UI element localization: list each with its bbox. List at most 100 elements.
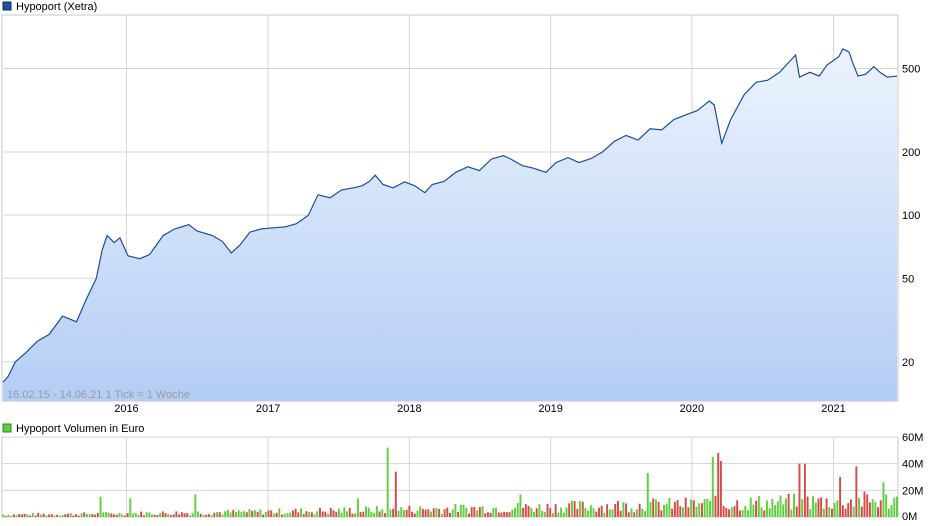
volume-bar [803, 463, 806, 517]
volume-bar [782, 504, 785, 517]
volume-bar [191, 512, 194, 517]
volume-bar [413, 513, 416, 517]
volume-bar [849, 499, 852, 517]
volume-bar [56, 514, 59, 517]
volume-bar [440, 513, 443, 517]
volume-bar [522, 507, 525, 517]
volume-bar [137, 515, 140, 517]
volume-bar [839, 477, 842, 517]
volume-bar [405, 510, 408, 517]
volume-bar [728, 509, 730, 517]
volume-bar [530, 507, 533, 517]
volume-bar [50, 514, 53, 517]
volume-bar [10, 515, 13, 517]
volume-bar [104, 512, 107, 517]
volume-bar [75, 514, 78, 517]
volume-bar [717, 453, 720, 517]
volume-bar [470, 507, 473, 517]
volume-bar [180, 512, 183, 517]
volume-bar [186, 512, 189, 517]
volume-bar [251, 510, 254, 517]
volume-bar [774, 505, 777, 517]
volume-bar [243, 511, 246, 517]
volume-bar [129, 498, 132, 517]
volume-bar [614, 503, 617, 517]
volume-bar [172, 514, 175, 517]
volume-bar [164, 513, 167, 517]
volume-bar [362, 511, 365, 517]
volume-bar [784, 498, 787, 517]
volume-bar [687, 507, 690, 517]
volume-bar [709, 501, 712, 517]
volume-bar [15, 515, 18, 517]
volume-bar [411, 511, 414, 517]
volume-bar [451, 509, 454, 517]
volume-bar [94, 514, 97, 517]
volume-bar [514, 508, 516, 517]
volume-bar [148, 512, 151, 517]
volume-bar [503, 511, 506, 517]
volume-bar [427, 509, 430, 517]
volume-bar [481, 506, 484, 517]
volume-bar [286, 513, 289, 517]
volume-bar [42, 513, 45, 517]
volume-bar [159, 512, 162, 517]
volume-bar [763, 510, 766, 517]
volume-bar [665, 503, 668, 517]
volume-bar [457, 512, 460, 517]
volume-bar [64, 514, 67, 517]
volume-bar [58, 515, 61, 517]
volume-bar [394, 471, 397, 517]
volume-bar [863, 491, 866, 517]
volume-bar [367, 507, 370, 517]
volume-bar [476, 510, 479, 517]
volume-bar [256, 511, 259, 517]
volume-bar [790, 509, 793, 517]
volume-legend-label: Hypoport Volumen in Euro [16, 423, 144, 435]
volume-bar [722, 505, 725, 517]
volume-bar [874, 502, 877, 517]
volume-bar [744, 506, 747, 517]
volume-bar [505, 512, 508, 517]
volume-bar [329, 507, 332, 517]
price-x-tick-label: 2020 [680, 403, 704, 415]
volume-bar [408, 505, 411, 517]
volume-bar [324, 511, 327, 517]
volume-bar [679, 506, 682, 517]
volume-bar [565, 507, 568, 517]
volume-bar [424, 509, 427, 517]
volume-bar [197, 511, 200, 517]
volume-bar [486, 512, 489, 517]
volume-bar [205, 514, 208, 517]
volume-bar [245, 512, 248, 517]
volume-bar [635, 509, 638, 517]
volume-bar [53, 515, 56, 517]
volume-bar [449, 512, 451, 517]
volume-bar [332, 510, 335, 517]
volume-bar [568, 503, 571, 517]
volume-bar [72, 515, 75, 517]
price-y-tick-label: 20 [902, 357, 914, 369]
volume-bar [365, 506, 367, 517]
volume-bar [432, 508, 435, 517]
volume-bar [118, 512, 121, 517]
volume-bar [730, 507, 733, 517]
volume-bar [262, 514, 265, 517]
volume-bar [841, 505, 844, 517]
volume-bar [533, 511, 535, 517]
volume-bar [194, 494, 197, 517]
volume-bar [31, 513, 34, 517]
volume-bar [378, 511, 381, 517]
price-x-axis: 2016 2017 2018 2019 2020 2021 [114, 403, 846, 415]
volume-bar [812, 496, 814, 517]
volume-bar [18, 514, 21, 517]
volume-bars [2, 447, 898, 517]
volume-bar [660, 510, 663, 517]
volume-bar [519, 494, 522, 517]
volume-bar [96, 512, 99, 517]
volume-bar [373, 513, 376, 517]
volume-bar [207, 514, 210, 517]
volume-bar [110, 513, 113, 517]
volume-bar [619, 510, 622, 517]
volume-bar [668, 497, 671, 517]
